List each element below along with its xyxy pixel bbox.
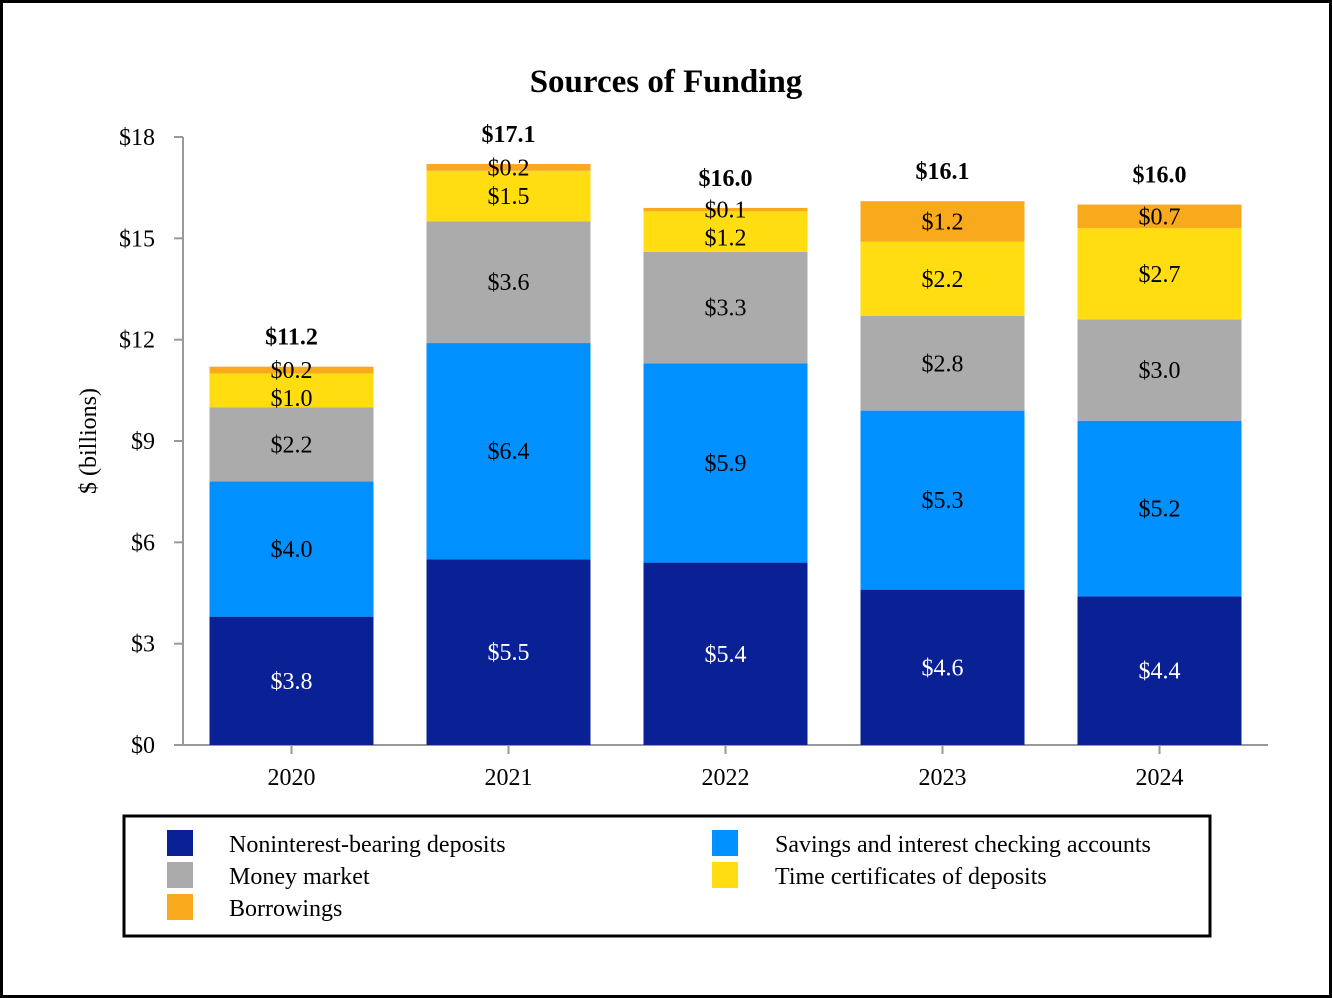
segment-value-label: $2.7 (1139, 262, 1181, 288)
legend-swatch (712, 862, 738, 888)
x-tick-label: 2023 (919, 765, 967, 791)
legend-swatch (167, 894, 193, 920)
x-tick-label: 2024 (1136, 765, 1184, 791)
segment-value-label: $1.2 (922, 209, 964, 235)
segment-value-label: $1.2 (705, 226, 747, 252)
legend-swatch (167, 830, 193, 856)
bar-segment (643, 207, 808, 212)
y-tick-label: $15 (119, 226, 155, 252)
bar-segment (209, 407, 374, 482)
bar-segment (1077, 228, 1242, 320)
bar-segment (643, 211, 808, 252)
x-tick-label: 2021 (485, 765, 533, 791)
bar-segment (643, 363, 808, 563)
y-tick-label: $18 (119, 125, 155, 151)
segment-value-label: $4.0 (271, 537, 313, 563)
bar-stacks (209, 164, 1242, 745)
bar-segment (860, 201, 1025, 242)
y-tick-label: $0 (131, 733, 155, 759)
bar-labels: $3.8$4.0$2.2$1.0$0.2$11.2$5.5$6.4$3.6$1.… (265, 122, 1186, 695)
segment-value-label: $5.5 (488, 640, 530, 666)
segment-value-label: $3.6 (488, 270, 530, 296)
bar-segment (209, 616, 374, 745)
y-tick-label: $12 (119, 328, 155, 354)
segment-value-label: $2.2 (922, 267, 964, 293)
segment-value-label: $1.0 (271, 386, 313, 412)
segment-value-label: $5.4 (705, 642, 747, 668)
bar-segment (860, 589, 1025, 745)
bar-segment (1077, 204, 1242, 229)
bar-segment (1077, 420, 1242, 597)
segment-value-label: $0.2 (488, 155, 530, 181)
bar-segment (860, 241, 1025, 317)
bar-segment (209, 481, 374, 617)
legend-box (122, 814, 1212, 938)
bar-total-label: $11.2 (265, 325, 318, 351)
x-tick-label: 2020 (268, 765, 316, 791)
x-tick-label: 2022 (702, 765, 750, 791)
y-tick-label: $6 (131, 530, 155, 556)
bar-segment (426, 343, 591, 560)
segment-value-label: $5.9 (705, 451, 747, 477)
y-tick-label: $9 (131, 429, 155, 455)
segment-value-label: $3.8 (271, 669, 313, 695)
segment-value-label: $3.0 (1139, 358, 1181, 384)
chart-title: Sources of Funding (530, 64, 803, 100)
bar-segment (1077, 319, 1242, 421)
bar-segment (643, 251, 808, 364)
segment-value-label: $3.3 (705, 296, 747, 322)
bar-segment (426, 559, 591, 745)
segment-value-label: $2.2 (271, 432, 313, 458)
bar-total-label: $16.0 (1133, 163, 1187, 189)
legend-label: Noninterest-bearing deposits (229, 832, 506, 858)
legend: Noninterest-bearing deposits Savings and … (167, 830, 1151, 922)
bar-total-label: $16.1 (916, 159, 970, 185)
segment-value-label: $6.4 (488, 439, 530, 465)
segment-value-label: $5.2 (1139, 497, 1181, 523)
bar-segment (643, 562, 808, 745)
y-tick-label: $3 (131, 632, 155, 658)
bar-segment (209, 373, 374, 408)
segment-value-label: $2.8 (922, 351, 964, 377)
segment-value-label: $1.5 (488, 184, 530, 210)
bar-segment (1077, 596, 1242, 745)
bar-total-label: $16.0 (699, 166, 753, 192)
bar-total-label: $17.1 (482, 122, 536, 148)
legend-label: Borrowings (229, 896, 342, 922)
segment-value-label: $0.1 (705, 198, 747, 224)
legend-label: Money market (229, 864, 370, 890)
segment-value-label: $0.7 (1139, 204, 1181, 230)
bar-segment (426, 170, 591, 222)
bar-segment (426, 221, 591, 344)
segment-value-label: $4.6 (922, 655, 964, 681)
legend-swatch (167, 862, 193, 888)
bar-segment (209, 366, 374, 374)
bar-segment (860, 316, 1025, 411)
legend-swatch (712, 830, 738, 856)
segment-value-label: $5.3 (922, 488, 964, 514)
bar-segment (860, 410, 1025, 590)
segment-value-label: $4.4 (1139, 659, 1181, 685)
segment-value-label: $0.2 (271, 358, 313, 384)
legend-label: Time certificates of deposits (775, 864, 1047, 890)
bar-segment (426, 164, 591, 171)
y-axis-label: $ (billions) (76, 388, 102, 494)
legend-label: Savings and interest checking accounts (775, 832, 1151, 858)
